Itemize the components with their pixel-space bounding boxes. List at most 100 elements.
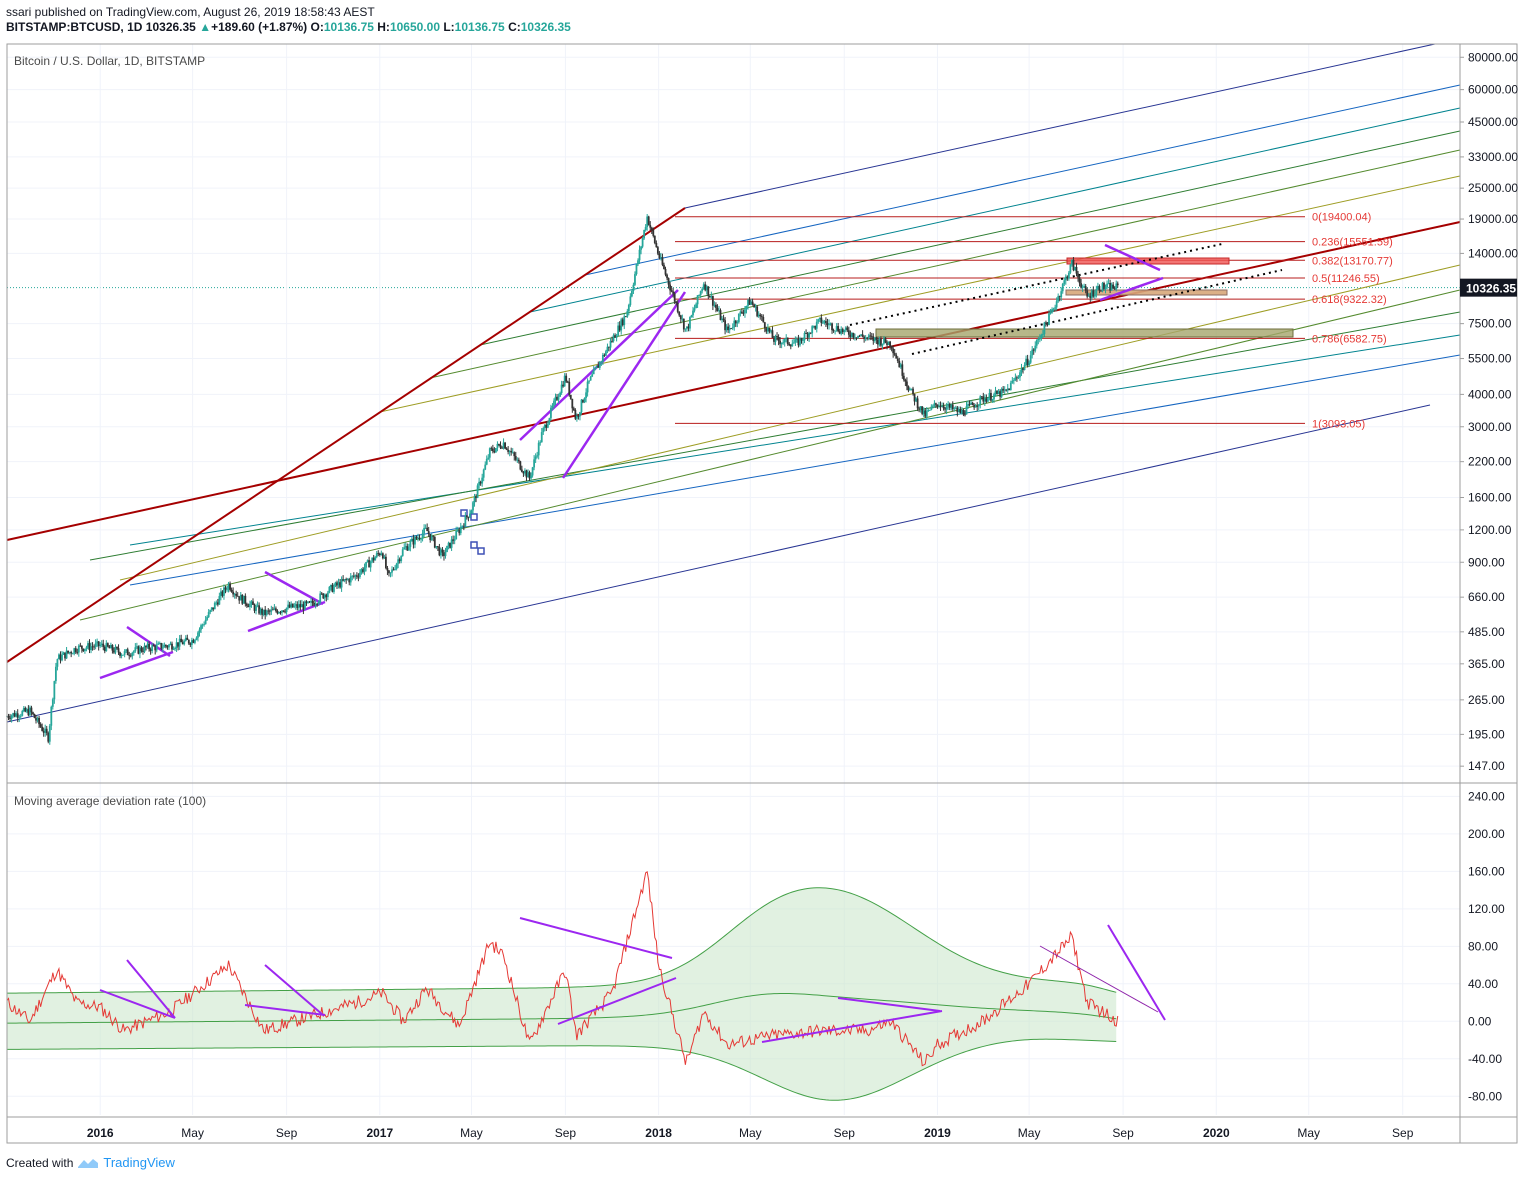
candle-body — [611, 340, 613, 342]
candle-body — [415, 536, 418, 539]
candle-body — [887, 341, 890, 346]
pitchfork-line — [119, 264, 1461, 581]
candle-body — [990, 392, 992, 401]
candle-body — [1089, 295, 1092, 299]
candle-body — [641, 238, 644, 247]
candle-body — [837, 326, 840, 332]
candle-body — [800, 338, 803, 341]
fib-level-label: 0(19400.04) — [1312, 212, 1371, 224]
candle-body — [365, 562, 367, 568]
candle-body — [59, 654, 62, 661]
price-change: +189.60 (+1.87%) — [211, 20, 308, 34]
candle-body — [534, 456, 537, 460]
candle-body — [113, 650, 115, 653]
price-tick-label: 900.00 — [1468, 555, 1505, 569]
candle-body — [886, 342, 888, 346]
candle-body — [689, 317, 691, 329]
candle-body — [757, 314, 760, 317]
close-value: 10326.35 — [520, 20, 571, 34]
candle-body — [299, 604, 302, 608]
candle-body — [229, 583, 231, 590]
candle-body — [330, 584, 332, 587]
indicator-tick-label: 40.00 — [1468, 977, 1498, 991]
candle-body — [305, 601, 308, 603]
candle-body — [711, 295, 714, 306]
candle-body — [357, 576, 360, 578]
candle-body — [123, 651, 126, 655]
candle-body — [744, 309, 746, 314]
candle-body — [594, 367, 597, 370]
candle-body — [1026, 358, 1029, 366]
candle-body — [1116, 283, 1119, 286]
candle-body — [773, 337, 775, 342]
candle-body — [961, 409, 963, 413]
candle-body — [583, 398, 586, 403]
candle-body — [314, 603, 317, 606]
tradingview-link[interactable]: TradingView — [103, 1155, 175, 1170]
created-with: Created with — [6, 1155, 74, 1170]
candle-body — [287, 604, 290, 608]
candle-body — [904, 379, 907, 382]
candle-body — [1023, 365, 1026, 370]
candle-body — [702, 284, 705, 289]
candle-body — [780, 342, 783, 345]
candle-body — [516, 459, 519, 461]
candle-body — [190, 640, 193, 645]
pattern-trendline — [247, 600, 326, 633]
candle-body — [931, 405, 934, 407]
candle-body — [209, 610, 212, 613]
support-zone — [1065, 289, 1228, 296]
pitchfork-line — [584, 84, 1461, 276]
candle-body — [380, 553, 383, 556]
candle-body — [1016, 377, 1018, 379]
candle-body — [617, 325, 620, 336]
candle-body — [635, 264, 638, 275]
candle-body — [828, 323, 830, 326]
candle-body — [194, 639, 196, 643]
candle-body — [337, 582, 340, 586]
indicator-trendline — [1107, 924, 1166, 1021]
candle-body — [168, 644, 170, 648]
candle-body — [704, 284, 707, 291]
candle-body — [481, 477, 484, 484]
candle-body — [239, 594, 242, 601]
author[interactable]: ssari — [6, 5, 32, 19]
low-value: 10136.75 — [454, 20, 505, 34]
candle-body — [85, 647, 88, 649]
candle-body — [65, 650, 68, 659]
candle-body — [166, 646, 169, 648]
candle-body — [922, 410, 925, 414]
candle-body — [765, 328, 768, 332]
candle-body — [899, 364, 902, 368]
candle-body — [375, 553, 378, 558]
candle-body — [178, 638, 181, 647]
candle-body — [310, 600, 312, 603]
candle-body — [250, 601, 253, 604]
candle-body — [730, 328, 733, 329]
candle-body — [670, 290, 673, 292]
candle-body — [632, 284, 635, 291]
candle-body — [971, 402, 974, 406]
candle-body — [799, 338, 801, 346]
candle-body — [381, 553, 384, 559]
candle-body — [1115, 283, 1118, 290]
candle-body — [154, 646, 157, 651]
candle-body — [160, 643, 163, 649]
candle-body — [44, 728, 47, 733]
candle-body — [912, 388, 914, 394]
candle-body — [105, 643, 108, 652]
candle-body — [658, 253, 661, 259]
candle-body — [569, 394, 572, 399]
candle-body — [630, 290, 633, 297]
price-tick-label: 485.00 — [1468, 625, 1505, 639]
low-label: L: — [443, 20, 455, 34]
candle-body — [29, 707, 31, 716]
candle-body — [857, 335, 859, 339]
candle-body — [902, 375, 905, 380]
candle-body — [258, 605, 260, 614]
candle-body — [120, 654, 123, 657]
candle-body — [290, 603, 293, 608]
candle-body — [261, 608, 264, 615]
candle-body — [174, 647, 176, 650]
